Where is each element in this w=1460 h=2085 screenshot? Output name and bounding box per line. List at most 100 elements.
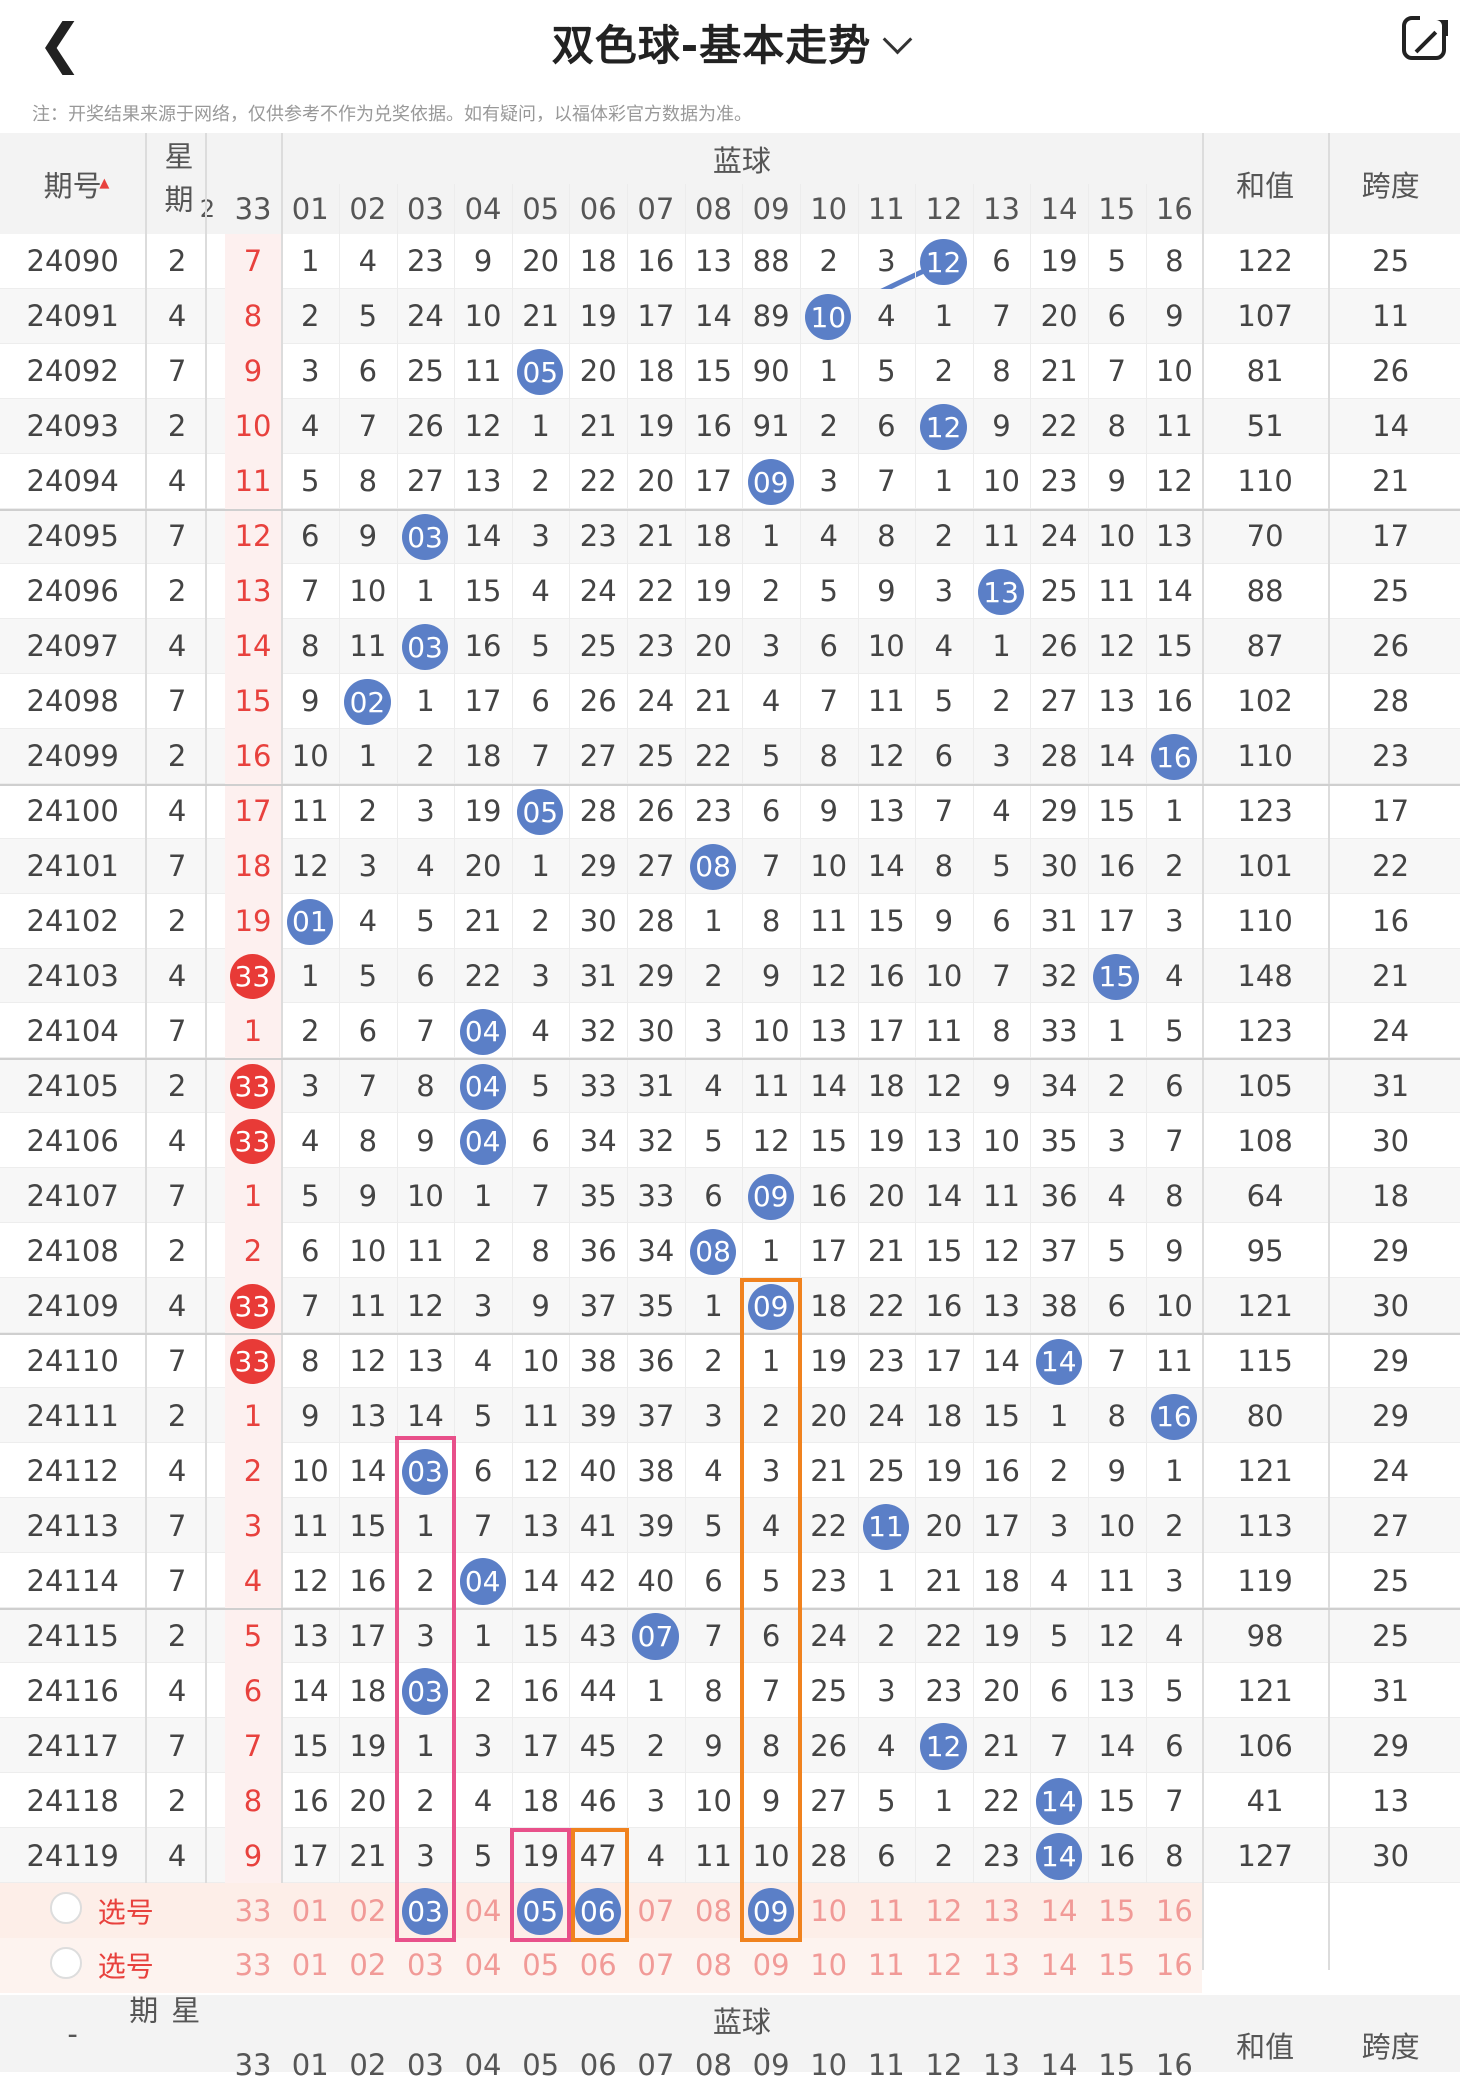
share-icon[interactable] (1402, 14, 1448, 60)
miss-count: 13 (349, 1398, 387, 1433)
miss-count: 7 (934, 794, 954, 829)
pick-label[interactable]: 选号 (97, 1895, 154, 1929)
pick-label[interactable]: 选号 (97, 1950, 154, 1984)
issue-number: 24096 (26, 574, 119, 609)
pick-blue-option[interactable]: 12 (925, 1893, 963, 1928)
miss-count: 9 (1165, 1233, 1184, 1268)
col-divider-thin (1145, 183, 1147, 1884)
miss-count: 4 (531, 574, 550, 609)
pick-blue-option[interactable]: 06 (579, 1948, 617, 1983)
miss-count: 6 (300, 519, 320, 554)
prev-value: 11 (234, 464, 272, 499)
header-issue-label[interactable]: 期号 (43, 168, 102, 203)
pick-blue-option[interactable]: 08 (695, 1893, 732, 1928)
pick-blue-option[interactable]: 13 (983, 1893, 1020, 1928)
miss-count: 28 (1040, 739, 1078, 774)
footer-blue-col: 05 (522, 2048, 560, 2083)
pick-blue-option[interactable]: 12 (925, 1948, 963, 1983)
prev-red-ball: 33 (229, 1063, 275, 1109)
pick-blue-option[interactable]: 13 (983, 1948, 1020, 1983)
pick-blue-option[interactable]: 15 (1098, 1893, 1136, 1928)
pick-prev[interactable]: 33 (234, 1893, 272, 1928)
pick-selected-ball[interactable]: 05 (517, 1888, 564, 1935)
miss-count: 4 (358, 244, 378, 279)
miss-count: 24 (406, 299, 444, 334)
miss-count: 14 (925, 1178, 963, 1213)
pick-blue-option[interactable]: 02 (349, 1948, 387, 1983)
pick-blue-option[interactable]: 03 (406, 1948, 444, 1983)
miss-count: 5 (1165, 1013, 1184, 1048)
pick-blue-option[interactable]: 11 (867, 1948, 905, 1983)
pick-blue-option[interactable]: 16 (1155, 1893, 1193, 1928)
miss-count: 8 (1165, 1178, 1184, 1213)
miss-count: 29 (579, 849, 617, 884)
pick-blue-option[interactable]: 04 (464, 1893, 502, 1928)
miss-count: 5 (416, 904, 435, 939)
miss-count: 16 (925, 1288, 963, 1323)
pick-radio[interactable] (50, 1947, 82, 1979)
pick-blue-option[interactable]: 15 (1098, 1948, 1136, 1983)
pick-blue-option[interactable]: 08 (695, 1948, 732, 1983)
sum-value: 106 (1237, 1728, 1293, 1763)
pick-blue-option[interactable]: 14 (1040, 1948, 1078, 1983)
pick-prev[interactable]: 33 (234, 1948, 272, 1983)
miss-count: 2 (473, 1233, 493, 1268)
issue-number: 24119 (26, 1838, 119, 1873)
miss-count: 6 (1107, 299, 1126, 334)
weekday: 7 (167, 849, 187, 884)
miss-count: 5 (992, 849, 1011, 884)
pick-blue-option[interactable]: 09 (752, 1948, 790, 1983)
pick-blue-option[interactable]: 11 (867, 1893, 905, 1928)
miss-count: 6 (473, 1453, 493, 1488)
prev-value: 9 (243, 354, 263, 389)
pick-blue-option[interactable]: 07 (637, 1948, 675, 1983)
pick-blue-option[interactable]: 07 (637, 1893, 675, 1928)
pick-blue-option[interactable]: 02 (349, 1893, 387, 1928)
miss-count: 6 (531, 684, 550, 719)
highlight-box-pink (509, 1827, 572, 1942)
pick-blue-option[interactable]: 10 (810, 1893, 848, 1928)
pick-blue-option[interactable]: 14 (1040, 1893, 1078, 1928)
pick-blue-option[interactable]: 16 (1155, 1948, 1193, 1983)
miss-count: 17 (637, 299, 675, 334)
header-prev-partial: 2 (200, 194, 215, 223)
miss-count: 5 (704, 1508, 723, 1543)
prev-value: 8 (243, 299, 263, 334)
miss-count: 3 (416, 1618, 435, 1653)
page-title[interactable]: 双色球-基本走势 (0, 12, 1460, 73)
miss-count: 20 (464, 849, 502, 884)
issue-number: 24101 (26, 849, 119, 884)
weekday: 4 (167, 1453, 187, 1488)
miss-count: 17 (867, 1013, 905, 1048)
pick-blue-option[interactable]: 10 (810, 1948, 848, 1983)
miss-count: 19 (349, 1728, 387, 1763)
miss-count: 11 (1098, 1563, 1136, 1598)
miss-count: 12 (291, 1563, 329, 1598)
pick-radio[interactable] (50, 1892, 82, 1924)
pick-selected-ball[interactable]: 09 (747, 1888, 794, 1935)
miss-count: 15 (925, 1233, 963, 1268)
prev-value: 17 (234, 794, 272, 829)
miss-count: 8 (1107, 1398, 1126, 1433)
span-value: 24 (1372, 1013, 1410, 1048)
issue-number: 24108 (26, 1233, 119, 1268)
miss-count: 18 (349, 1673, 387, 1708)
col-divider-thin (857, 183, 859, 1884)
miss-count: 46 (579, 1783, 617, 1818)
back-chevron-icon[interactable]: ❮ (37, 12, 83, 75)
pick-blue-option[interactable]: 01 (291, 1948, 329, 1983)
pick-selected-ball[interactable]: 06 (574, 1888, 621, 1935)
header-blue-col: 16 (1155, 191, 1193, 226)
pick-blue-option[interactable]: 05 (522, 1948, 560, 1983)
weekday: 4 (167, 1673, 187, 1708)
pick-selected-ball[interactable]: 03 (401, 1888, 449, 1935)
miss-count: 4 (934, 629, 954, 664)
sort-icon[interactable]: ▲ (99, 176, 110, 192)
pick-blue-option[interactable]: 01 (291, 1893, 329, 1928)
miss-count: 10 (695, 1783, 732, 1818)
pick-blue-option[interactable]: 04 (464, 1948, 502, 1983)
miss-count: 1 (761, 1233, 781, 1268)
sum-value: 98 (1246, 1618, 1284, 1653)
blue-ball: 12 (920, 1723, 967, 1770)
weekday: 2 (167, 1398, 187, 1433)
